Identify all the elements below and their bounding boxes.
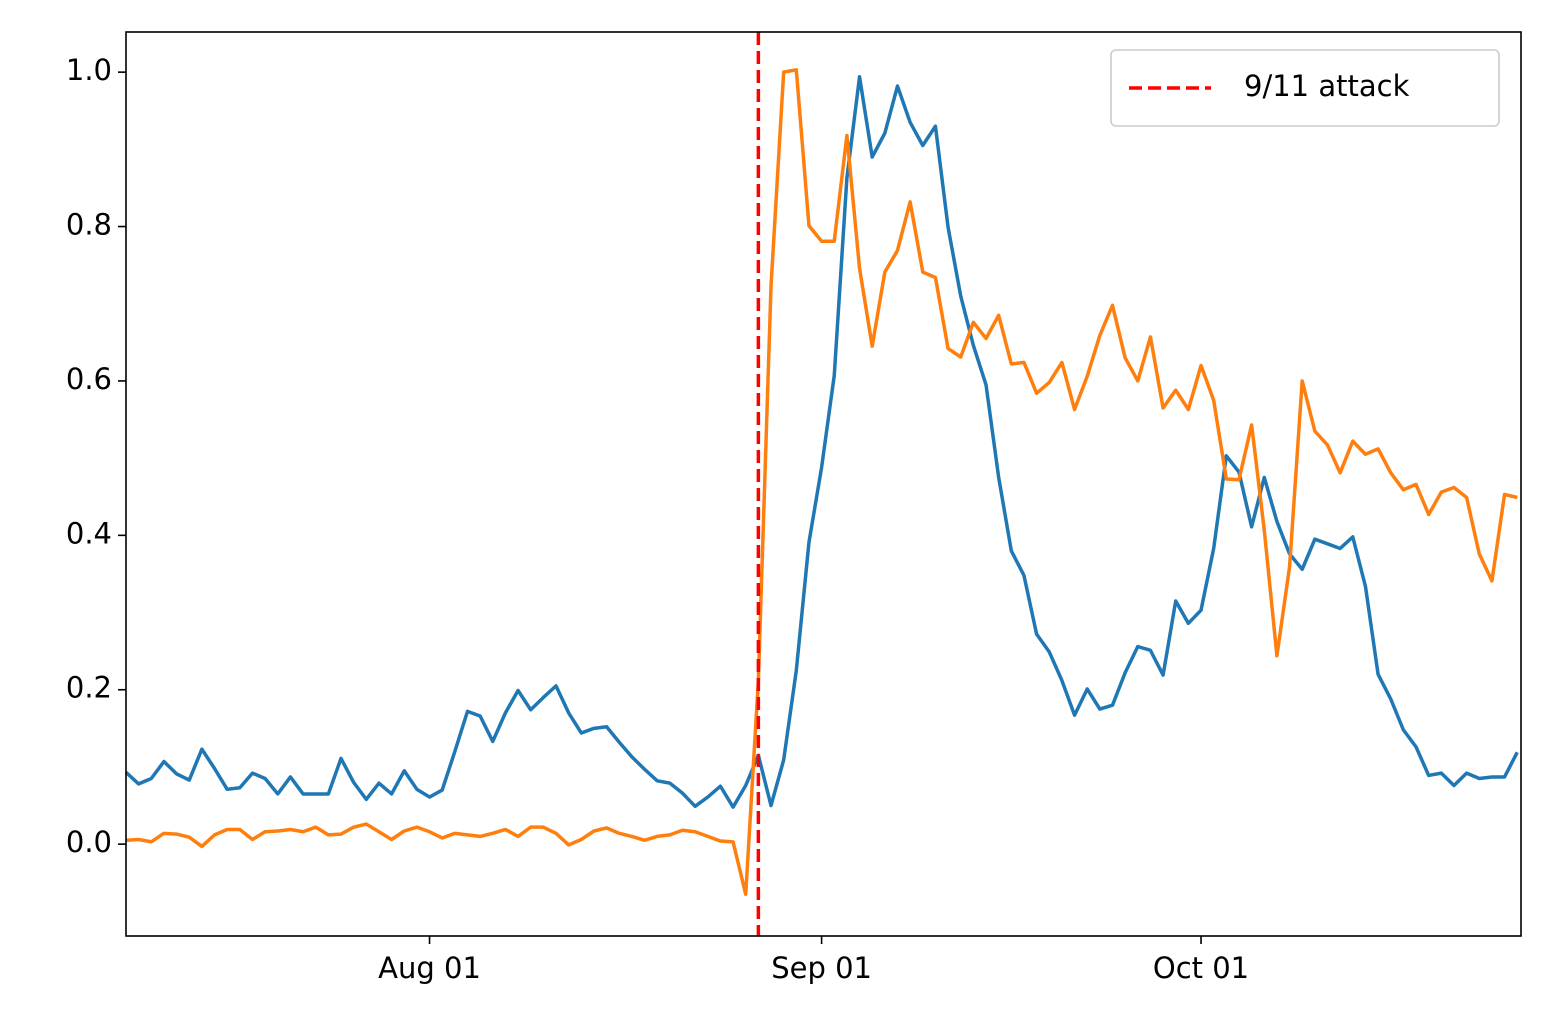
plot-frame — [125, 31, 1522, 937]
y-tick-label: 0.6 — [66, 362, 112, 396]
legend-label: 9/11 attack — [1244, 69, 1410, 103]
data-line — [125, 68, 1518, 897]
y-tick-label: 1.0 — [66, 53, 112, 87]
data-line — [124, 75, 1519, 809]
y-tick-label: 0.4 — [66, 516, 112, 550]
legend: 9/11 attack — [1110, 49, 1500, 127]
x-tick-label: Sep 01 — [771, 951, 872, 985]
legend-box — [1110, 49, 1500, 127]
y-tick-label: 0.0 — [66, 825, 112, 859]
x-tick-label: Aug 01 — [378, 951, 481, 985]
y-tick-label: 0.8 — [66, 208, 112, 242]
x-tick-label: Oct 01 — [1153, 951, 1249, 985]
y-tick-label: 0.2 — [66, 671, 112, 705]
